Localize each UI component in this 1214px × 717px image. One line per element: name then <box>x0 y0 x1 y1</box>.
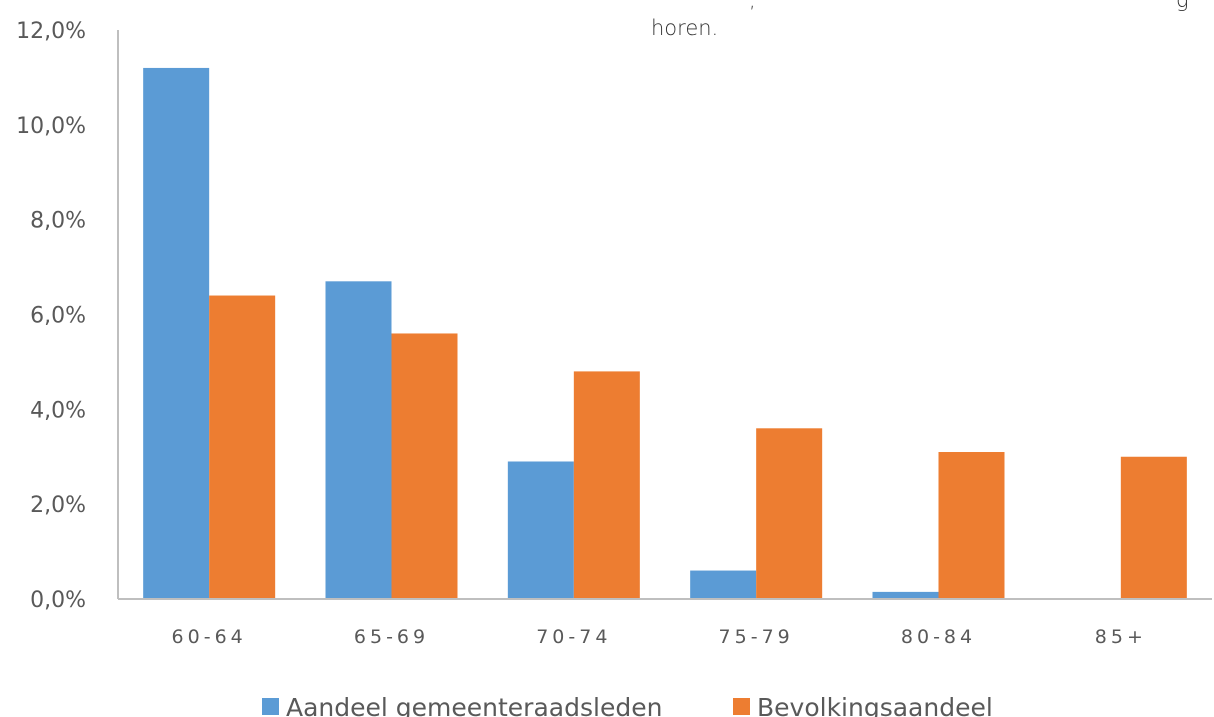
legend-label: Bevolkingsaandeel <box>757 693 993 717</box>
x-tick-label: 65-69 <box>354 626 429 648</box>
bar-bevolkingsaandeel-60-64 <box>209 295 276 599</box>
bar-gemeenteraadsleden-80-84 <box>872 591 939 599</box>
bar-gemeenteraadsleden-65-69 <box>325 281 392 599</box>
bar-gemeenteraadsleden-75-79 <box>690 570 757 599</box>
bar-bevolkingsaandeel-85+ <box>1120 456 1187 599</box>
bar-bevolkingsaandeel-75-79 <box>756 428 823 599</box>
y-tick-label: 6,0% <box>30 304 86 329</box>
bars-group <box>143 67 1187 599</box>
text-fragment-horen: horen. <box>651 16 719 40</box>
y-tick-labels: 0,0% 2,0% 4,0% 6,0% 8,0% 10,0% 12,0% <box>16 19 86 613</box>
y-tick-label: 2,0% <box>30 493 86 518</box>
x-tick-label: 85+ <box>1095 626 1147 648</box>
legend-swatch <box>733 698 750 715</box>
y-tick-label: 8,0% <box>30 209 86 234</box>
bar-bevolkingsaandeel-80-84 <box>938 452 1005 599</box>
y-tick-label: 4,0% <box>30 398 86 423</box>
text-fragment-end: g <box>1176 0 1189 12</box>
bar-bevolkingsaandeel-65-69 <box>391 333 458 599</box>
legend: Aandeel gemeenteraadsleden Bevolkingsaand… <box>262 693 993 717</box>
y-tick-label: 12,0% <box>16 19 86 44</box>
x-tick-label: 60-64 <box>172 626 247 648</box>
y-tick-label: 0,0% <box>30 588 86 613</box>
bar-gemeenteraadsleden-60-64 <box>143 67 210 599</box>
x-tick-label: 80-84 <box>901 626 976 648</box>
legend-swatch <box>262 698 279 715</box>
bar-gemeenteraadsleden-70-74 <box>507 461 574 599</box>
x-tick-labels: 60-64 65-69 70-74 75-79 80-84 85+ <box>172 626 1147 648</box>
bar-bevolkingsaandeel-70-74 <box>573 371 640 599</box>
y-tick-label: 10,0% <box>16 114 86 139</box>
x-tick-label: 75-79 <box>719 626 794 648</box>
x-tick-label: 70-74 <box>536 626 611 648</box>
text-fragment-comma: , <box>749 0 756 12</box>
legend-label: Aandeel gemeenteraadsleden <box>286 693 662 717</box>
